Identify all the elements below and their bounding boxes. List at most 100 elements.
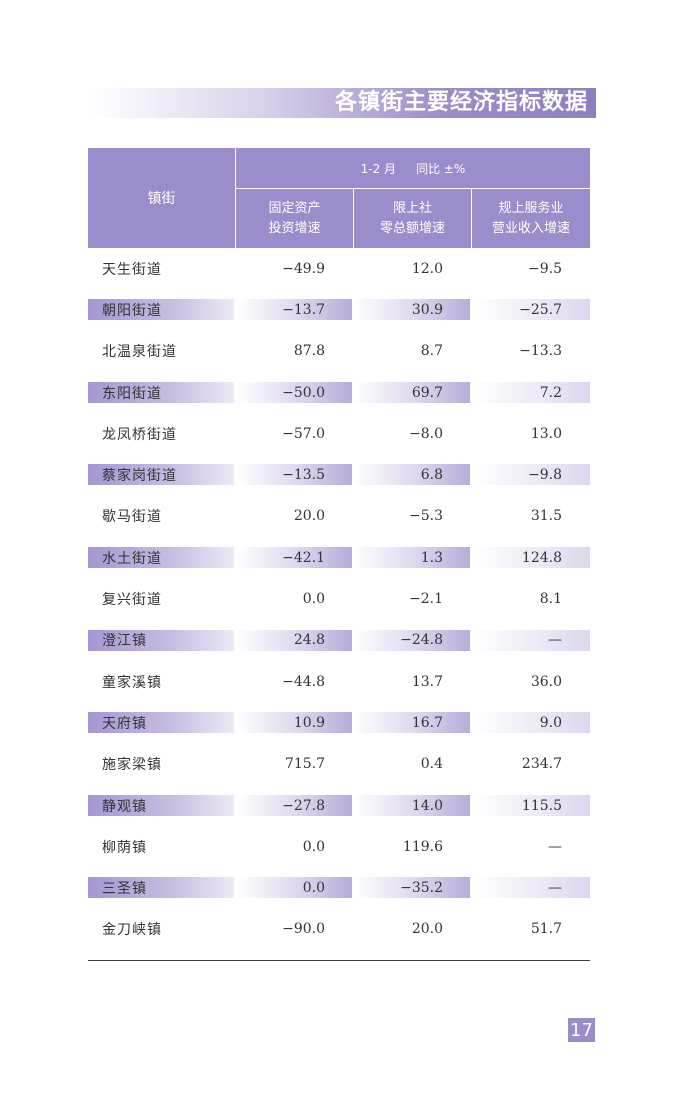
service-value: −9.5 xyxy=(528,260,562,277)
retail-value: 1.3 xyxy=(420,549,443,566)
row-band xyxy=(235,794,352,816)
retail-value: 0.4 xyxy=(420,756,443,773)
town-name: 蔡家岗街道 xyxy=(102,468,177,485)
service-value: — xyxy=(548,632,562,649)
header-fixed-asset: 固定资产 投资增速 xyxy=(235,189,353,248)
town-name: 金刀峡镇 xyxy=(102,922,162,939)
table-row: 水土街道 −42.1 1.3 124.8 xyxy=(88,537,590,578)
header-period: 1-2 月 xyxy=(360,161,397,176)
row-band xyxy=(88,381,234,403)
header-comparison: 同比 ±% xyxy=(416,161,466,176)
service-value: 31.5 xyxy=(530,508,562,525)
town-name: 龙凤桥街道 xyxy=(102,426,177,443)
retail-value: 6.8 xyxy=(420,467,443,484)
fixed-asset-value: 10.9 xyxy=(293,714,325,731)
title-banner: 各镇街主要经济指标数据 xyxy=(88,88,596,118)
town-name: 静观镇 xyxy=(102,798,147,815)
header-retail: 限上社 零总额增速 xyxy=(353,189,471,248)
retail-value: −2.1 xyxy=(409,591,443,608)
table-body: 天生街道 −49.9 12.0 −9.5 朝阳街道 −13.7 30.9 −25.7 北温泉街道… xyxy=(88,248,590,950)
fixed-asset-value: 0.0 xyxy=(302,838,325,855)
table-bottom-rule xyxy=(88,960,590,961)
table-row: 金刀峡镇 −90.0 20.0 51.7 xyxy=(88,909,590,950)
row-band xyxy=(353,299,470,321)
fixed-asset-value: 24.8 xyxy=(293,632,325,649)
row-band xyxy=(235,629,352,651)
row-band xyxy=(471,547,590,569)
service-value: — xyxy=(548,838,562,855)
table-row: 三圣镇 0.0 −35.2 — xyxy=(88,867,590,908)
retail-value: 119.6 xyxy=(402,838,443,855)
retail-value: 12.0 xyxy=(411,260,443,277)
table-row: 龙凤桥街道 −57.0 −8.0 13.0 xyxy=(88,413,590,454)
fixed-asset-value: −13.5 xyxy=(282,467,325,484)
row-band xyxy=(471,381,590,403)
row-band xyxy=(88,794,234,816)
retail-value: −8.0 xyxy=(409,425,443,442)
table-row: 静观镇 −27.8 14.0 115.5 xyxy=(88,785,590,826)
town-name: 三圣镇 xyxy=(102,881,147,898)
row-band xyxy=(471,464,590,486)
service-value: 9.0 xyxy=(539,714,562,731)
fixed-asset-value: −44.8 xyxy=(282,673,325,690)
table-row: 复兴街道 0.0 −2.1 8.1 xyxy=(88,578,590,619)
table-row: 东阳街道 −50.0 69.7 7.2 xyxy=(88,372,590,413)
town-name: 天府镇 xyxy=(102,715,147,732)
row-band xyxy=(471,712,590,734)
retail-value: 20.0 xyxy=(411,921,443,938)
fixed-asset-value: 87.8 xyxy=(293,343,325,360)
row-band xyxy=(88,877,234,899)
row-band xyxy=(88,464,234,486)
town-name: 朝阳街道 xyxy=(102,302,162,319)
table-row: 柳荫镇 0.0 119.6 — xyxy=(88,826,590,867)
row-band xyxy=(88,547,234,569)
row-band xyxy=(353,629,470,651)
fixed-asset-value: 0.0 xyxy=(302,591,325,608)
row-band xyxy=(353,547,470,569)
row-band xyxy=(235,712,352,734)
row-band xyxy=(353,794,470,816)
retail-value: 16.7 xyxy=(411,714,443,731)
table-row: 童家溪镇 −44.8 13.7 36.0 xyxy=(88,661,590,702)
row-band xyxy=(353,877,470,899)
town-name: 童家溪镇 xyxy=(102,674,162,691)
service-value: — xyxy=(548,880,562,897)
table-row: 施家梁镇 715.7 0.4 234.7 xyxy=(88,744,590,785)
fixed-asset-value: −13.7 xyxy=(282,301,325,318)
row-band xyxy=(88,712,234,734)
table-row: 天府镇 10.9 16.7 9.0 xyxy=(88,702,590,743)
town-name: 东阳街道 xyxy=(102,385,162,402)
table-row: 天生街道 −49.9 12.0 −9.5 xyxy=(88,248,590,289)
service-value: 13.0 xyxy=(530,425,562,442)
service-value: 36.0 xyxy=(530,673,562,690)
retail-value: 30.9 xyxy=(411,301,443,318)
town-name: 水土街道 xyxy=(102,550,162,567)
row-band xyxy=(88,299,234,321)
fixed-asset-value: −90.0 xyxy=(282,921,325,938)
row-band xyxy=(88,629,234,651)
town-name: 澄江镇 xyxy=(102,633,147,650)
row-band xyxy=(235,547,352,569)
header-town: 镇街 xyxy=(147,191,176,207)
table-row: 歇马街道 20.0 −5.3 31.5 xyxy=(88,496,590,537)
row-band xyxy=(471,877,590,899)
service-value: 8.1 xyxy=(539,591,562,608)
table-row: 蔡家岗街道 −13.5 6.8 −9.8 xyxy=(88,454,590,495)
service-value: −13.3 xyxy=(519,343,562,360)
town-name: 北温泉街道 xyxy=(102,344,177,361)
row-band xyxy=(235,464,352,486)
retail-value: −5.3 xyxy=(409,508,443,525)
town-name: 歇马街道 xyxy=(102,509,162,526)
table-row: 澄江镇 24.8 −24.8 — xyxy=(88,620,590,661)
row-band xyxy=(353,464,470,486)
row-band xyxy=(471,629,590,651)
header-period-group: 1-2 月 同比 ±% xyxy=(235,148,590,189)
service-value: −25.7 xyxy=(519,301,562,318)
retail-value: −24.8 xyxy=(400,632,443,649)
service-value: 124.8 xyxy=(521,549,562,566)
fixed-asset-value: −50.0 xyxy=(282,384,325,401)
service-value: −9.8 xyxy=(528,467,562,484)
town-name: 复兴街道 xyxy=(102,592,162,609)
fixed-asset-value: 20.0 xyxy=(293,508,325,525)
table-header: 镇街 1-2 月 同比 ±% 固定资产 投资增速 限上社 零总额增速 规上服务业… xyxy=(88,148,590,248)
